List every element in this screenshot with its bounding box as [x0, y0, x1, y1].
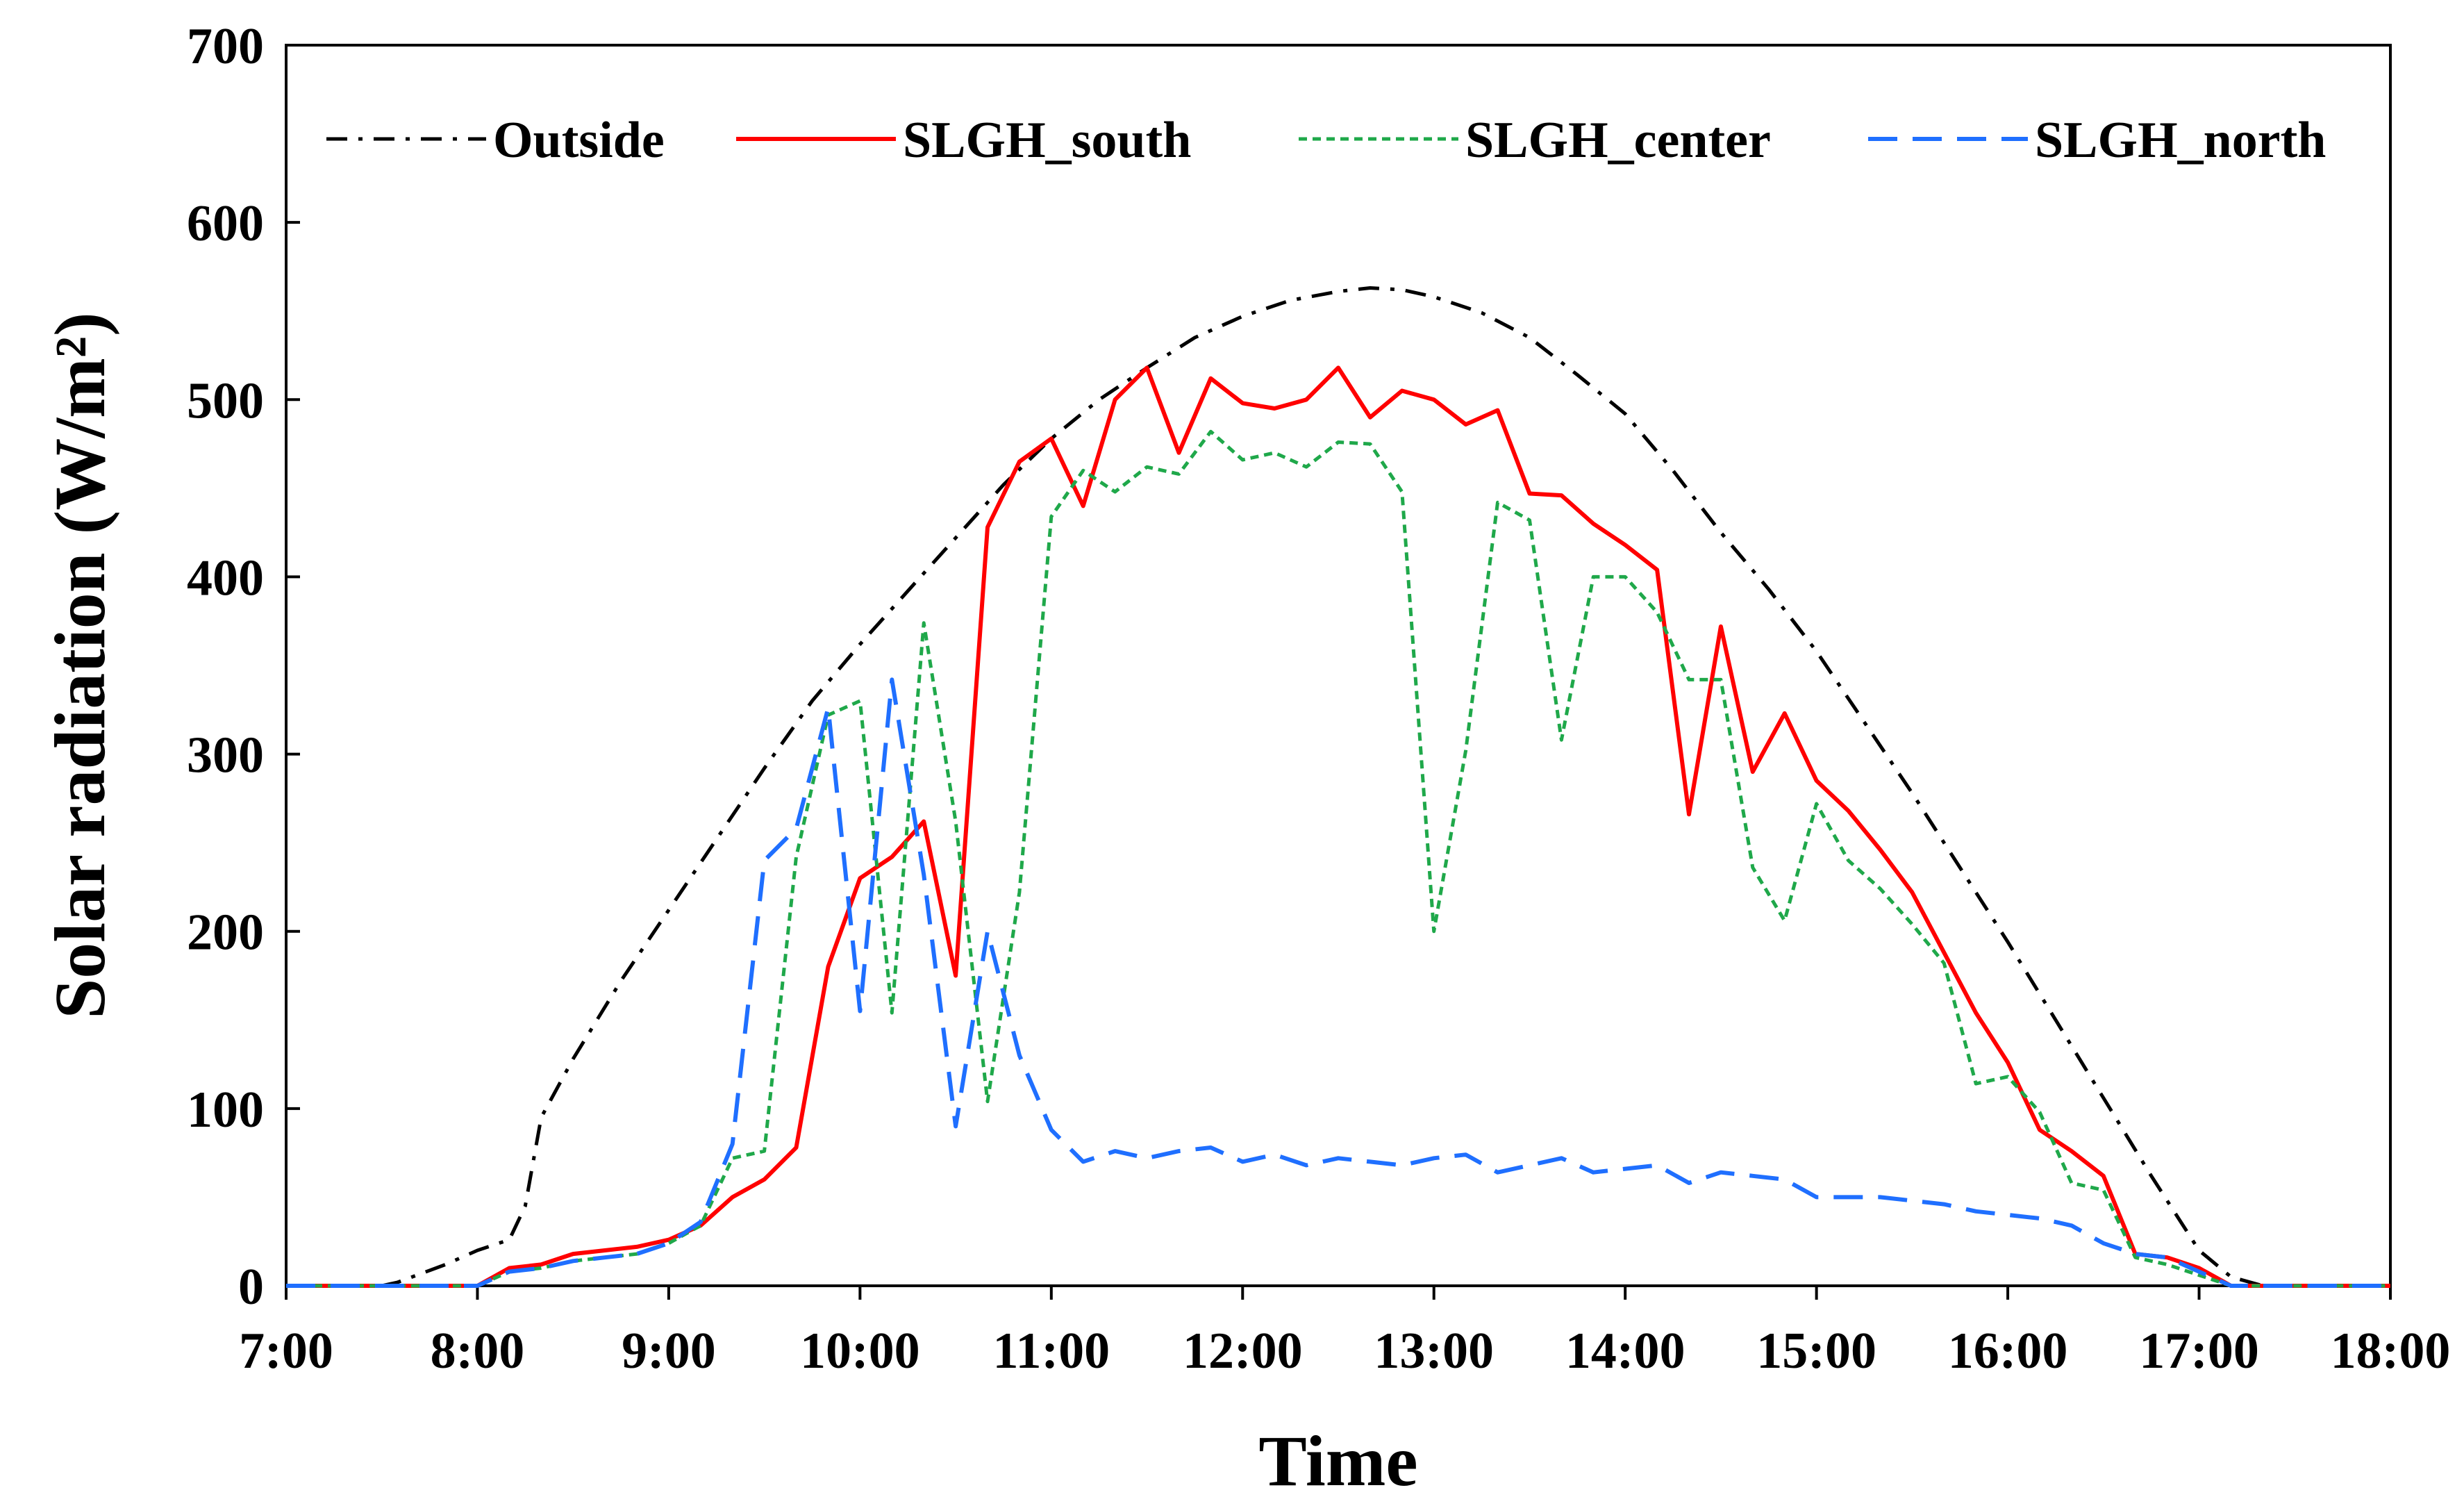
series-layer	[286, 286, 2390, 1288]
x-tick-label: 9:00	[622, 1323, 716, 1380]
x-axis-title: Time	[1258, 1421, 1417, 1501]
x-tick-label: 8:00	[431, 1323, 525, 1380]
legend-label: Outside	[493, 112, 665, 169]
legend: Outside SLGH_south SLGH_center SLGH_north	[326, 112, 2326, 169]
series-line-slgh-center	[286, 429, 2390, 1288]
series-line-slgh-south	[286, 365, 2390, 1288]
y-tick-label: 500	[187, 372, 264, 429]
legend-label: SLGH_south	[903, 112, 1191, 169]
y-tick-label: 400	[187, 549, 264, 606]
y-tick-label: 0	[238, 1259, 264, 1316]
x-tick-label: 12:00	[1183, 1323, 1303, 1380]
legend-label: SLGH_north	[2035, 112, 2326, 169]
y-tick-label: 100	[187, 1082, 264, 1139]
x-tick-label: 10:00	[800, 1323, 920, 1380]
plot-area-frame	[285, 44, 2392, 1287]
y-tick-label: 200	[187, 904, 264, 961]
x-tick-label: 18:00	[2331, 1323, 2451, 1380]
y-tick-label: 300	[187, 727, 264, 784]
y-tick-label: 600	[187, 195, 264, 252]
x-tick-label: 17:00	[2139, 1323, 2259, 1380]
y-axis-title: Solar radiation (W/m²)	[40, 312, 120, 1018]
x-tick-label: 14:00	[1565, 1323, 1685, 1380]
x-tick-label: 16:00	[1948, 1323, 2068, 1380]
x-tick-label: 15:00	[1756, 1323, 1876, 1380]
x-axis-ticks: 7:00 8:00 9:00 10:00 11:00 12:00 13:00 14:00 15:…	[239, 1286, 2450, 1380]
x-tick-label: 11:00	[993, 1323, 1110, 1380]
legend-label: SLGH_center	[1465, 112, 1771, 169]
x-tick-label: 7:00	[239, 1323, 333, 1380]
y-tick-label: 700	[187, 18, 264, 75]
y-axis-ticks: 0 100 200 300 400 500 600 700	[187, 18, 300, 1316]
x-tick-label: 13:00	[1374, 1323, 1494, 1380]
